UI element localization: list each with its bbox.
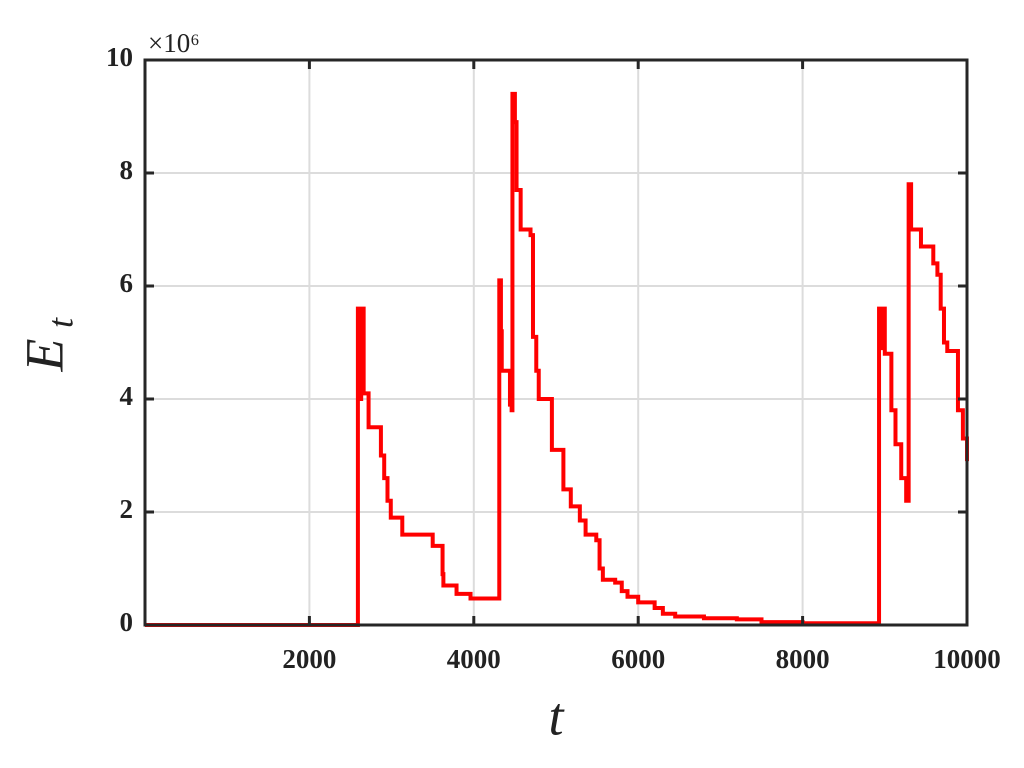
- x-tick-label: 10000: [933, 644, 1001, 674]
- y-scale-label: ×10⁶: [148, 28, 200, 58]
- y-tick-label: 4: [120, 381, 134, 411]
- plot-frame: [143, 58, 969, 627]
- x-tick-label: 8000: [776, 644, 830, 674]
- y-tick-label: 6: [120, 268, 134, 298]
- y-axis-label-subscript: t: [40, 317, 80, 328]
- x-tick-label: 4000: [447, 644, 501, 674]
- y-tick-label: 8: [120, 155, 134, 185]
- y-tick-label: 0: [120, 607, 134, 637]
- y-axis-label-group: E t: [14, 317, 80, 372]
- y-axis-label: E: [14, 339, 74, 373]
- x-tick-label: 2000: [282, 644, 336, 674]
- y-tick-label: 2: [120, 494, 134, 524]
- x-tick-label: 6000: [611, 644, 665, 674]
- y-tick-label: 10: [106, 42, 133, 72]
- x-axis-label: t: [548, 686, 565, 746]
- data-line: [145, 91, 969, 627]
